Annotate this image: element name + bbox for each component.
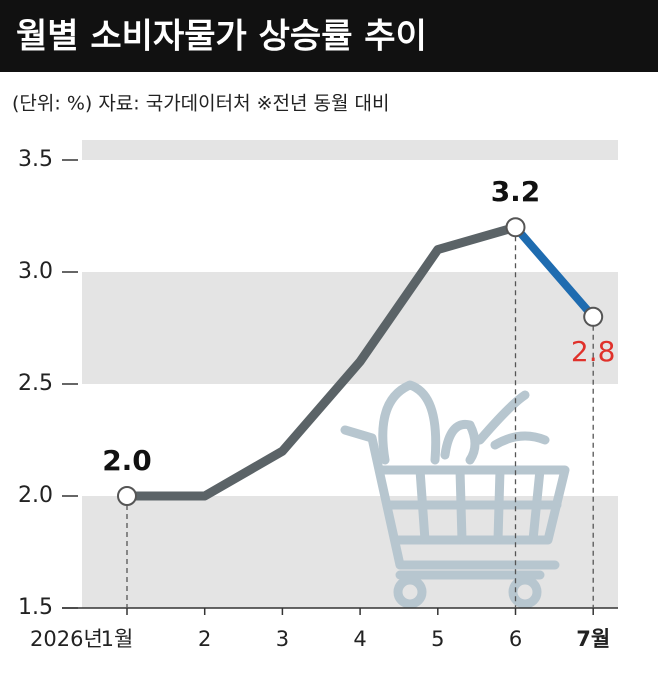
chart-title: 월별 소비자물가 상승률 추이	[16, 17, 427, 57]
cart-illustration	[340, 380, 570, 609]
title-bar	[0, 0, 658, 72]
x-tick-label: 2	[198, 627, 211, 651]
x-tick-label: 3	[276, 627, 289, 651]
y-tick-label: 3.5	[18, 147, 53, 172]
value-label: 2.8	[571, 335, 616, 368]
point	[117, 486, 137, 506]
point	[505, 217, 526, 238]
x-tick-label: 5	[431, 627, 444, 651]
x-tick-label: 7월	[576, 627, 610, 651]
y-tick-label: 2.0	[18, 483, 53, 508]
y-tick-label: 3.0	[18, 259, 53, 284]
y-tick-label: 2.5	[18, 371, 53, 396]
x-tick-label: 6	[509, 627, 522, 651]
x-tick-label: 1월	[101, 627, 134, 651]
point	[583, 306, 604, 327]
grid-band	[82, 160, 618, 272]
y-tick-label: 1.5	[18, 595, 53, 620]
year-label: 2026년	[30, 627, 103, 651]
x-tick-label: 4	[353, 627, 366, 651]
value-label: 3.2	[491, 175, 541, 208]
line	[127, 222, 517, 501]
subtitle: (단위: %) 자료: 국가데이터처 ※전년 동월 대비	[12, 93, 390, 115]
value-label: 2.0	[102, 444, 152, 477]
highlight-line	[511, 223, 598, 321]
